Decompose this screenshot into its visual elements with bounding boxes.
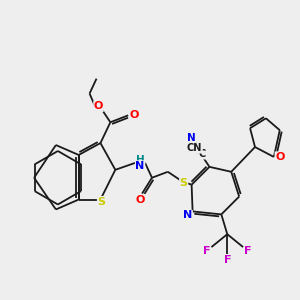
Text: C: C [199,149,206,159]
Text: S: S [98,196,106,206]
Text: F: F [224,255,231,265]
Text: H: H [136,155,145,165]
Text: O: O [94,101,103,111]
Text: O: O [275,152,284,162]
Text: N: N [183,210,192,220]
Text: O: O [135,194,145,205]
Text: F: F [244,246,252,256]
Text: CN: CN [187,143,202,153]
Text: F: F [203,246,210,256]
Text: N: N [136,161,145,171]
Text: S: S [180,178,188,188]
Text: O: O [130,110,139,120]
Text: N: N [187,133,196,143]
